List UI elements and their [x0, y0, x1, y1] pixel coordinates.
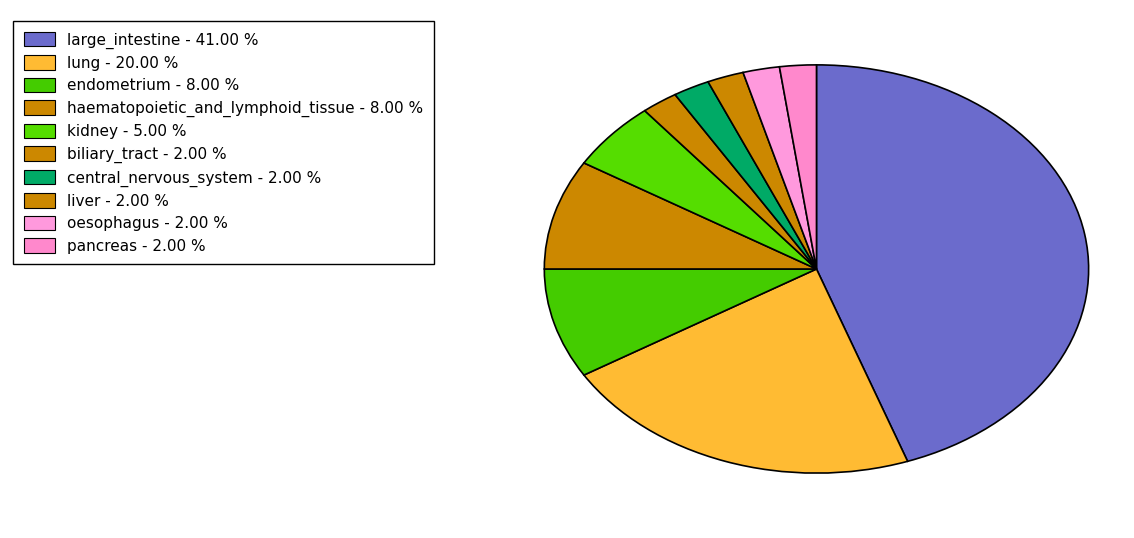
- Wedge shape: [544, 163, 816, 269]
- Wedge shape: [544, 269, 816, 375]
- Wedge shape: [816, 65, 1089, 461]
- Legend: large_intestine - 41.00 %, lung - 20.00 %, endometrium - 8.00 %, haematopoietic_: large_intestine - 41.00 %, lung - 20.00 …: [14, 21, 433, 265]
- Wedge shape: [708, 73, 816, 269]
- Wedge shape: [645, 95, 816, 269]
- Wedge shape: [779, 65, 816, 269]
- Wedge shape: [743, 67, 816, 269]
- Wedge shape: [584, 111, 816, 269]
- Wedge shape: [584, 269, 907, 473]
- Wedge shape: [675, 82, 816, 269]
